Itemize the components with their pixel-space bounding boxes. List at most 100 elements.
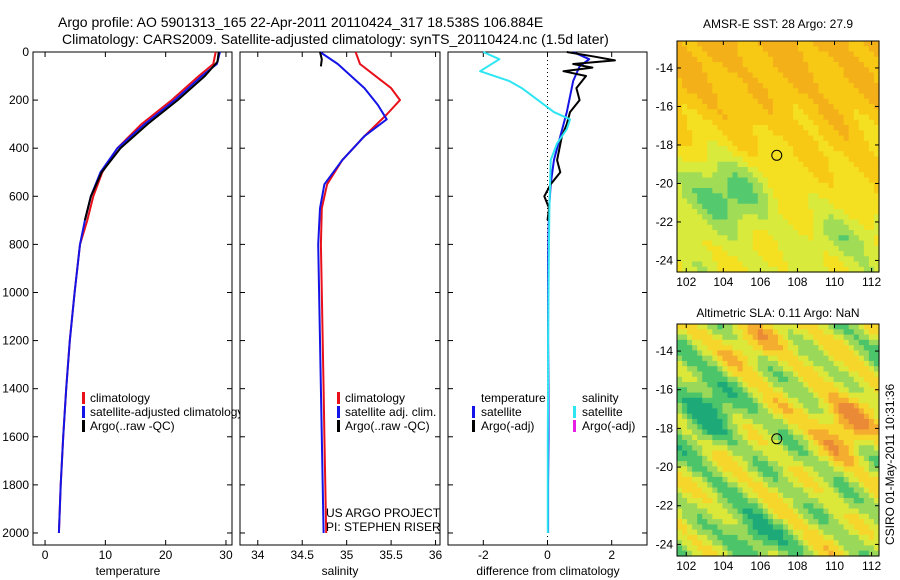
heatmap-cell (843, 355, 850, 362)
heatmap-cell (727, 46, 734, 53)
heatmap-cell (788, 476, 794, 483)
heatmap-cell (697, 339, 703, 346)
heatmap-cell (838, 355, 845, 362)
heatmap-cell (873, 492, 880, 499)
heatmap-cell (788, 235, 794, 242)
heatmap-cell (682, 209, 688, 215)
heatmap-cell (843, 524, 850, 531)
heatmap-cell (863, 540, 870, 547)
heatmap-cell (853, 339, 860, 346)
heatmap-cell (712, 119, 718, 126)
heatmap-cell (767, 224, 774, 231)
heatmap-cell (873, 177, 880, 184)
heatmap-cell (767, 240, 774, 247)
heatmap-cell (747, 240, 754, 247)
heatmap-cell (828, 529, 835, 536)
heatmap-cell (868, 230, 875, 236)
heatmap-cell (793, 41, 799, 47)
heatmap-cell (813, 387, 819, 394)
heatmap-cell (717, 418, 724, 425)
heatmap-cell (868, 104, 875, 110)
heatmap-cell (732, 114, 739, 121)
heatmap-cell (762, 203, 769, 210)
heatmap-cell (737, 487, 744, 494)
heatmap-cell (692, 519, 698, 525)
sla-map-panel: Altimetric SLA: 0.11 Argo: NaN 102 104 106… (656, 306, 882, 573)
heatmap-cell (873, 72, 880, 79)
heatmap-cell (737, 104, 744, 110)
heatmap-cell (843, 545, 850, 552)
heatmap-cell (873, 109, 880, 116)
heatmap-cell (833, 188, 840, 194)
heatmap-cell (772, 167, 779, 173)
heatmap-cell (778, 67, 784, 74)
heatmap-cell (682, 235, 688, 242)
heatmap-cell (687, 214, 693, 221)
heatmap-cell (732, 513, 739, 520)
heatmap-cell (742, 256, 749, 263)
heatmap-cell (692, 256, 698, 263)
heatmap-cell (717, 329, 724, 336)
heatmap-cell (677, 67, 683, 74)
heatmap-cell (722, 529, 729, 536)
heatmap-cell (788, 408, 794, 415)
heatmap-cell (722, 550, 729, 557)
heatmap-cell (873, 146, 880, 152)
heatmap-cell (752, 62, 759, 68)
heatmap-cell (737, 334, 744, 341)
heatmap-cell (772, 172, 779, 179)
heatmap-cell (677, 376, 683, 383)
heatmap-cell (682, 266, 688, 273)
heatmap-cell (702, 334, 708, 341)
heatmap-cell (747, 376, 754, 383)
heatmap-cell (788, 345, 794, 351)
heatmap-cell (737, 83, 744, 89)
heatmap-cell (818, 135, 825, 142)
heatmap-cell (853, 371, 860, 378)
heatmap-cell (808, 156, 814, 163)
heatmap-cell (818, 114, 825, 121)
heatmap-cell (798, 98, 804, 105)
heatmap-cell (747, 508, 754, 515)
heatmap-cell (858, 251, 865, 257)
heatmap-cell (803, 397, 809, 404)
heatmap-cell (762, 345, 769, 351)
heatmap-cell (752, 418, 759, 425)
heatmap-cell (742, 471, 749, 478)
heatmap-cell (813, 382, 819, 388)
heatmap-cell (843, 119, 850, 126)
heatmap-cell (752, 450, 759, 457)
heatmap-cell (843, 424, 850, 431)
heatmap-cell (747, 440, 754, 446)
heatmap-cell (717, 355, 724, 362)
heatmap-cell (813, 339, 819, 346)
heatmap-cell (722, 261, 729, 268)
heatmap-cell (742, 450, 749, 457)
heatmap-cell (722, 67, 729, 74)
heatmap-cell (828, 339, 835, 346)
heatmap-cell (757, 387, 764, 394)
heatmap-cell (798, 177, 804, 184)
heatmap-cell (717, 146, 724, 152)
heatmap-cell (717, 261, 724, 268)
heatmap-cell (788, 529, 794, 536)
heatmap-cell (712, 429, 718, 436)
heatmap-cell (732, 339, 739, 346)
heatmap-cell (818, 125, 825, 131)
heatmap-cell (677, 524, 683, 531)
heatmap-cell (823, 130, 830, 137)
heatmap-cell (803, 140, 809, 147)
legend-swatch-salinity-argo (573, 420, 576, 432)
heatmap-cell (818, 198, 825, 205)
heatmap-cell (778, 261, 784, 268)
heatmap-cell (747, 235, 754, 242)
map-y-tick-label: -16 (656, 99, 674, 113)
heatmap-cell (783, 203, 789, 210)
heatmap-cell (793, 455, 799, 462)
heatmap-cell (682, 230, 688, 236)
heatmap-cell (707, 424, 713, 431)
heatmap-cell (793, 397, 799, 404)
heatmap-cell (692, 482, 698, 489)
legend-label-temperature-satellite: satellite (481, 405, 522, 419)
heatmap-cell (697, 382, 703, 388)
